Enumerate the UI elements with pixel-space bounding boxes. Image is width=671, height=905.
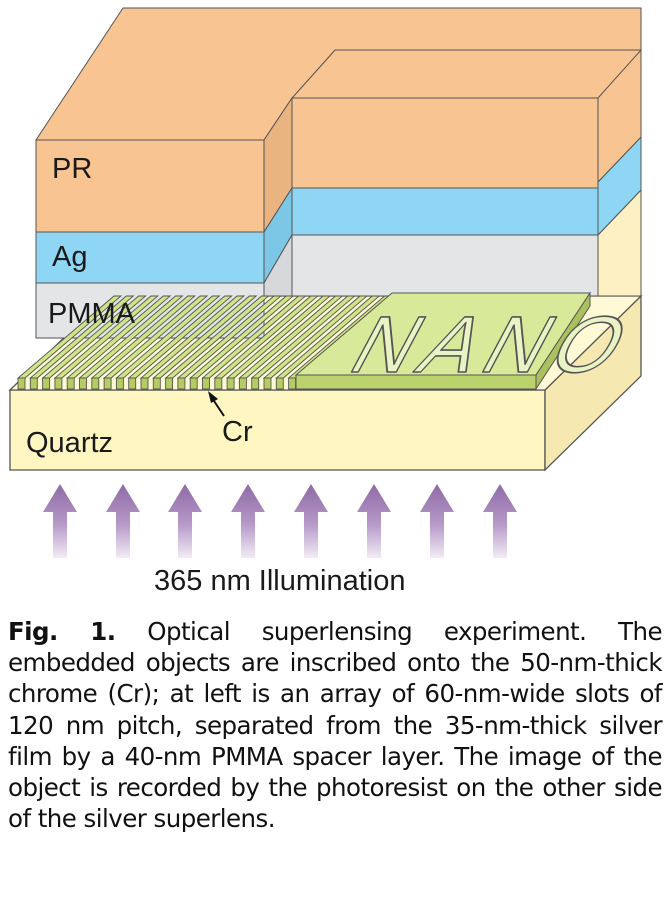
cr-slot-front <box>275 377 284 390</box>
illumination-arrow <box>483 484 517 558</box>
cr-slot-front <box>226 377 235 390</box>
illumination-arrow <box>357 484 391 558</box>
cr-slot-front <box>214 377 223 390</box>
illumination-arrow <box>294 484 328 558</box>
cr-slot-front <box>115 377 124 390</box>
cr-slot-front <box>91 377 100 390</box>
cr-slot-front <box>165 377 174 390</box>
superlens-diagram: NANO PR Ag PMMA Quartz Cr 365 nm Illumin… <box>8 7 655 597</box>
cr-label: Cr <box>222 416 253 448</box>
cr-slot-front <box>29 377 38 390</box>
illumination-arrows <box>43 484 517 558</box>
ag-label: Ag <box>52 241 87 273</box>
figure-caption: Fig. 1. Optical superlensing experiment.… <box>8 616 663 834</box>
illumination-label: 365 nm Illumination <box>154 565 405 597</box>
cr-slot-front <box>79 377 87 390</box>
cr-slot-grating <box>16 295 393 390</box>
cr-slot-front <box>251 377 260 390</box>
cr-slot-front <box>128 377 137 390</box>
cr-slot-front <box>17 377 26 390</box>
illumination-arrow <box>231 484 265 558</box>
fig-label: Fig. 1. <box>8 617 116 646</box>
cr-slot-front <box>54 377 63 390</box>
cr-slot-front <box>189 377 198 390</box>
cr-nano-pad <box>294 291 591 391</box>
quartz-label: Quartz <box>26 427 113 459</box>
nano-object-text: NANO <box>336 301 654 390</box>
illumination-arrow <box>420 484 454 558</box>
cr-slot-front <box>103 377 112 390</box>
cr-slot-front <box>177 377 186 390</box>
pmma-label: PMMA <box>48 298 136 330</box>
layer-stack <box>35 7 643 339</box>
cr-slot-front <box>288 377 297 390</box>
pr-label: PR <box>52 153 92 185</box>
illumination-arrow <box>106 484 140 558</box>
cr-slot-front <box>66 377 75 390</box>
cr-pointer <box>208 391 225 417</box>
cr-slot-front <box>152 377 161 390</box>
caption-text: Optical superlensing experiment. The emb… <box>8 617 663 834</box>
cr-slot-front <box>202 377 210 390</box>
illumination-arrow <box>43 484 77 558</box>
cr-layer: NANO <box>16 291 655 391</box>
cr-slot-front <box>42 377 51 390</box>
cr-slot-front <box>238 377 247 390</box>
illumination-arrow <box>168 484 202 558</box>
cr-slot-front <box>140 377 149 390</box>
cr-slot-front <box>263 377 272 390</box>
